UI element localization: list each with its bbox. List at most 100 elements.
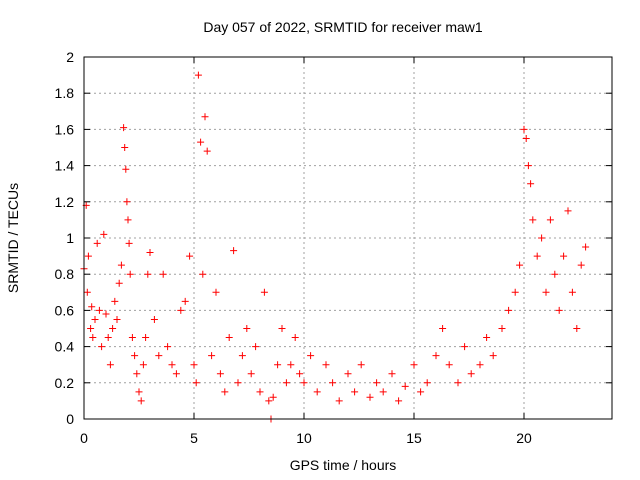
data-point (505, 306, 513, 314)
data-point (100, 230, 108, 238)
data-point (282, 379, 290, 387)
data-point (98, 343, 106, 351)
data-point (172, 370, 180, 378)
data-point (87, 325, 95, 332)
data-point (533, 252, 541, 260)
data-point (373, 379, 381, 387)
data-point (150, 315, 158, 323)
data-point (230, 247, 238, 255)
data-point (410, 361, 418, 369)
y-tick-label: 1 (66, 230, 74, 246)
data-point (366, 393, 374, 401)
data-point (146, 248, 154, 256)
data-points (80, 71, 590, 423)
chart-title: Day 057 of 2022, SRMTID for receiver maw… (203, 19, 483, 35)
data-point (564, 207, 572, 215)
data-point (124, 216, 132, 224)
data-point (265, 397, 273, 405)
data-point (117, 261, 125, 269)
data-point (538, 234, 546, 242)
data-point (252, 343, 260, 351)
data-point (111, 297, 119, 305)
y-tick-label: 1.6 (55, 121, 75, 137)
data-point (238, 352, 246, 360)
data-point (137, 397, 145, 405)
data-point (524, 162, 532, 170)
data-point (511, 288, 519, 296)
data-point (216, 370, 224, 378)
data-point (417, 388, 425, 396)
data-point (423, 379, 431, 387)
data-point (190, 361, 198, 369)
data-point (291, 334, 299, 342)
data-point (95, 306, 103, 314)
data-point (582, 243, 590, 251)
data-point (527, 180, 535, 188)
data-point (168, 361, 176, 369)
data-point (395, 397, 403, 405)
data-point (122, 165, 130, 173)
data-point (201, 113, 209, 121)
data-point (322, 361, 330, 369)
data-point (123, 198, 131, 206)
data-point (529, 216, 537, 224)
data-point (126, 270, 134, 278)
data-point (329, 379, 337, 387)
data-point (489, 352, 497, 360)
data-point (121, 144, 129, 151)
data-point (476, 361, 484, 369)
data-point (113, 315, 121, 323)
y-tick-label: 0.6 (55, 302, 75, 318)
y-tick-label: 0.4 (55, 339, 75, 355)
data-point (445, 361, 453, 369)
data-point (192, 379, 200, 387)
data-point (439, 325, 447, 332)
data-point (135, 388, 143, 396)
data-point (203, 147, 211, 155)
data-point (454, 379, 462, 387)
data-point (551, 270, 559, 278)
y-tick-label: 1.4 (55, 158, 75, 174)
data-point (560, 252, 568, 260)
data-point (296, 370, 304, 378)
data-point (221, 388, 229, 396)
data-point (212, 288, 220, 296)
y-tick-label: 1.2 (55, 194, 75, 210)
data-point (351, 388, 359, 396)
data-point (516, 261, 524, 269)
data-point (186, 252, 194, 260)
data-point (335, 397, 343, 405)
data-point (568, 288, 576, 296)
data-point (106, 361, 114, 369)
data-point (208, 352, 216, 360)
data-point (274, 361, 282, 369)
data-point (225, 334, 233, 342)
data-point (401, 382, 409, 390)
data-point (573, 325, 581, 332)
data-point (522, 134, 530, 142)
data-point (164, 343, 172, 351)
data-point (260, 288, 268, 296)
axis-ticks: 00.20.40.60.811.21.41.61.820 5 10 15 20 (55, 49, 612, 446)
data-point (89, 334, 97, 342)
data-point (104, 334, 112, 342)
data-point (278, 325, 286, 332)
data-point (131, 352, 139, 360)
data-point (357, 361, 365, 369)
data-point (234, 379, 242, 387)
x-tick-label: 20 (516, 430, 532, 446)
x-axis-label: GPS time / hours (290, 457, 397, 473)
y-tick-label: 0 (66, 411, 74, 427)
data-point (344, 370, 352, 378)
data-point (555, 306, 563, 314)
data-point (199, 270, 207, 278)
data-point (91, 315, 99, 323)
data-point (142, 334, 150, 342)
data-point (133, 370, 141, 378)
y-tick-label: 0.2 (55, 375, 75, 391)
data-point (461, 343, 469, 351)
data-point (181, 297, 189, 305)
data-point (93, 239, 101, 247)
